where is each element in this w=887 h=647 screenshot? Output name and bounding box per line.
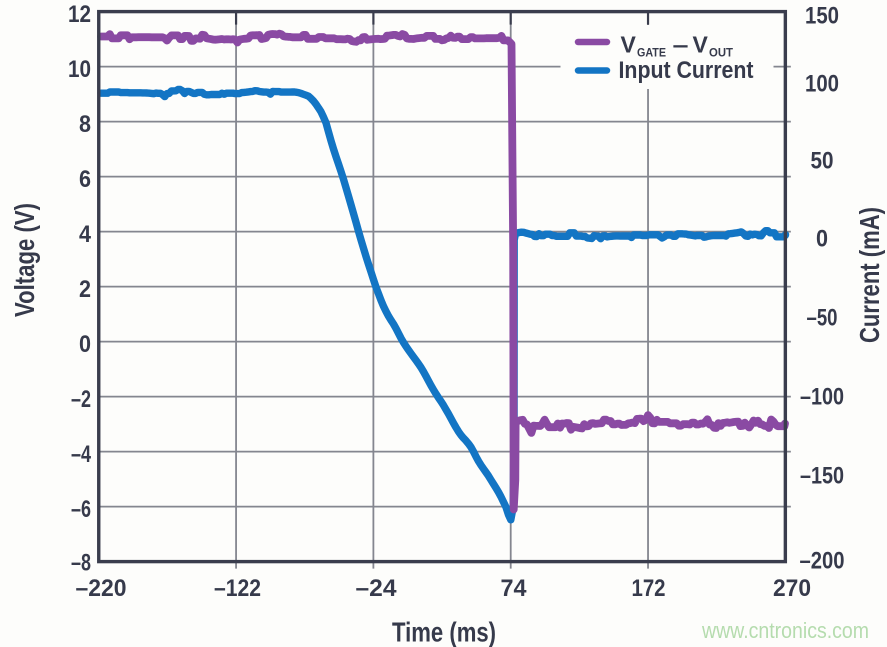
svg-text:www.cntronics.com: www.cntronics.com bbox=[701, 618, 869, 643]
svg-text:–220: –220 bbox=[76, 575, 127, 602]
svg-text:Time (ms): Time (ms) bbox=[392, 617, 496, 647]
svg-text:6: 6 bbox=[79, 166, 91, 193]
svg-text:74: 74 bbox=[501, 575, 528, 602]
svg-text:0: 0 bbox=[816, 226, 828, 253]
svg-text:–100: –100 bbox=[800, 384, 844, 411]
svg-text:–8: –8 bbox=[71, 550, 91, 577]
svg-text:–150: –150 bbox=[800, 463, 844, 490]
svg-text:270: 270 bbox=[773, 575, 811, 602]
svg-text:–200: –200 bbox=[800, 548, 845, 575]
svg-text:2: 2 bbox=[79, 276, 91, 303]
svg-text:VGATE–VOUT: VGATE – VOUT bbox=[621, 31, 734, 59]
svg-text:50: 50 bbox=[811, 148, 834, 175]
svg-text:172: 172 bbox=[632, 575, 666, 602]
svg-text:–50: –50 bbox=[807, 305, 838, 332]
svg-text:12: 12 bbox=[68, 1, 91, 28]
svg-text:Voltage (V): Voltage (V) bbox=[9, 203, 40, 317]
svg-text:0: 0 bbox=[79, 331, 91, 358]
svg-text:–24: –24 bbox=[356, 575, 398, 602]
svg-text:–2: –2 bbox=[71, 386, 91, 413]
svg-text:–4: –4 bbox=[71, 441, 91, 468]
svg-text:Current (mA): Current (mA) bbox=[854, 207, 885, 343]
svg-text:–6: –6 bbox=[71, 496, 91, 523]
svg-text:8: 8 bbox=[79, 111, 91, 138]
svg-text:150: 150 bbox=[805, 3, 839, 30]
svg-text:10: 10 bbox=[68, 56, 91, 83]
svg-text:–122: –122 bbox=[214, 575, 261, 602]
svg-text:100: 100 bbox=[805, 71, 839, 98]
svg-text:Input Current: Input Current bbox=[619, 57, 754, 84]
svg-text:4: 4 bbox=[79, 221, 92, 248]
